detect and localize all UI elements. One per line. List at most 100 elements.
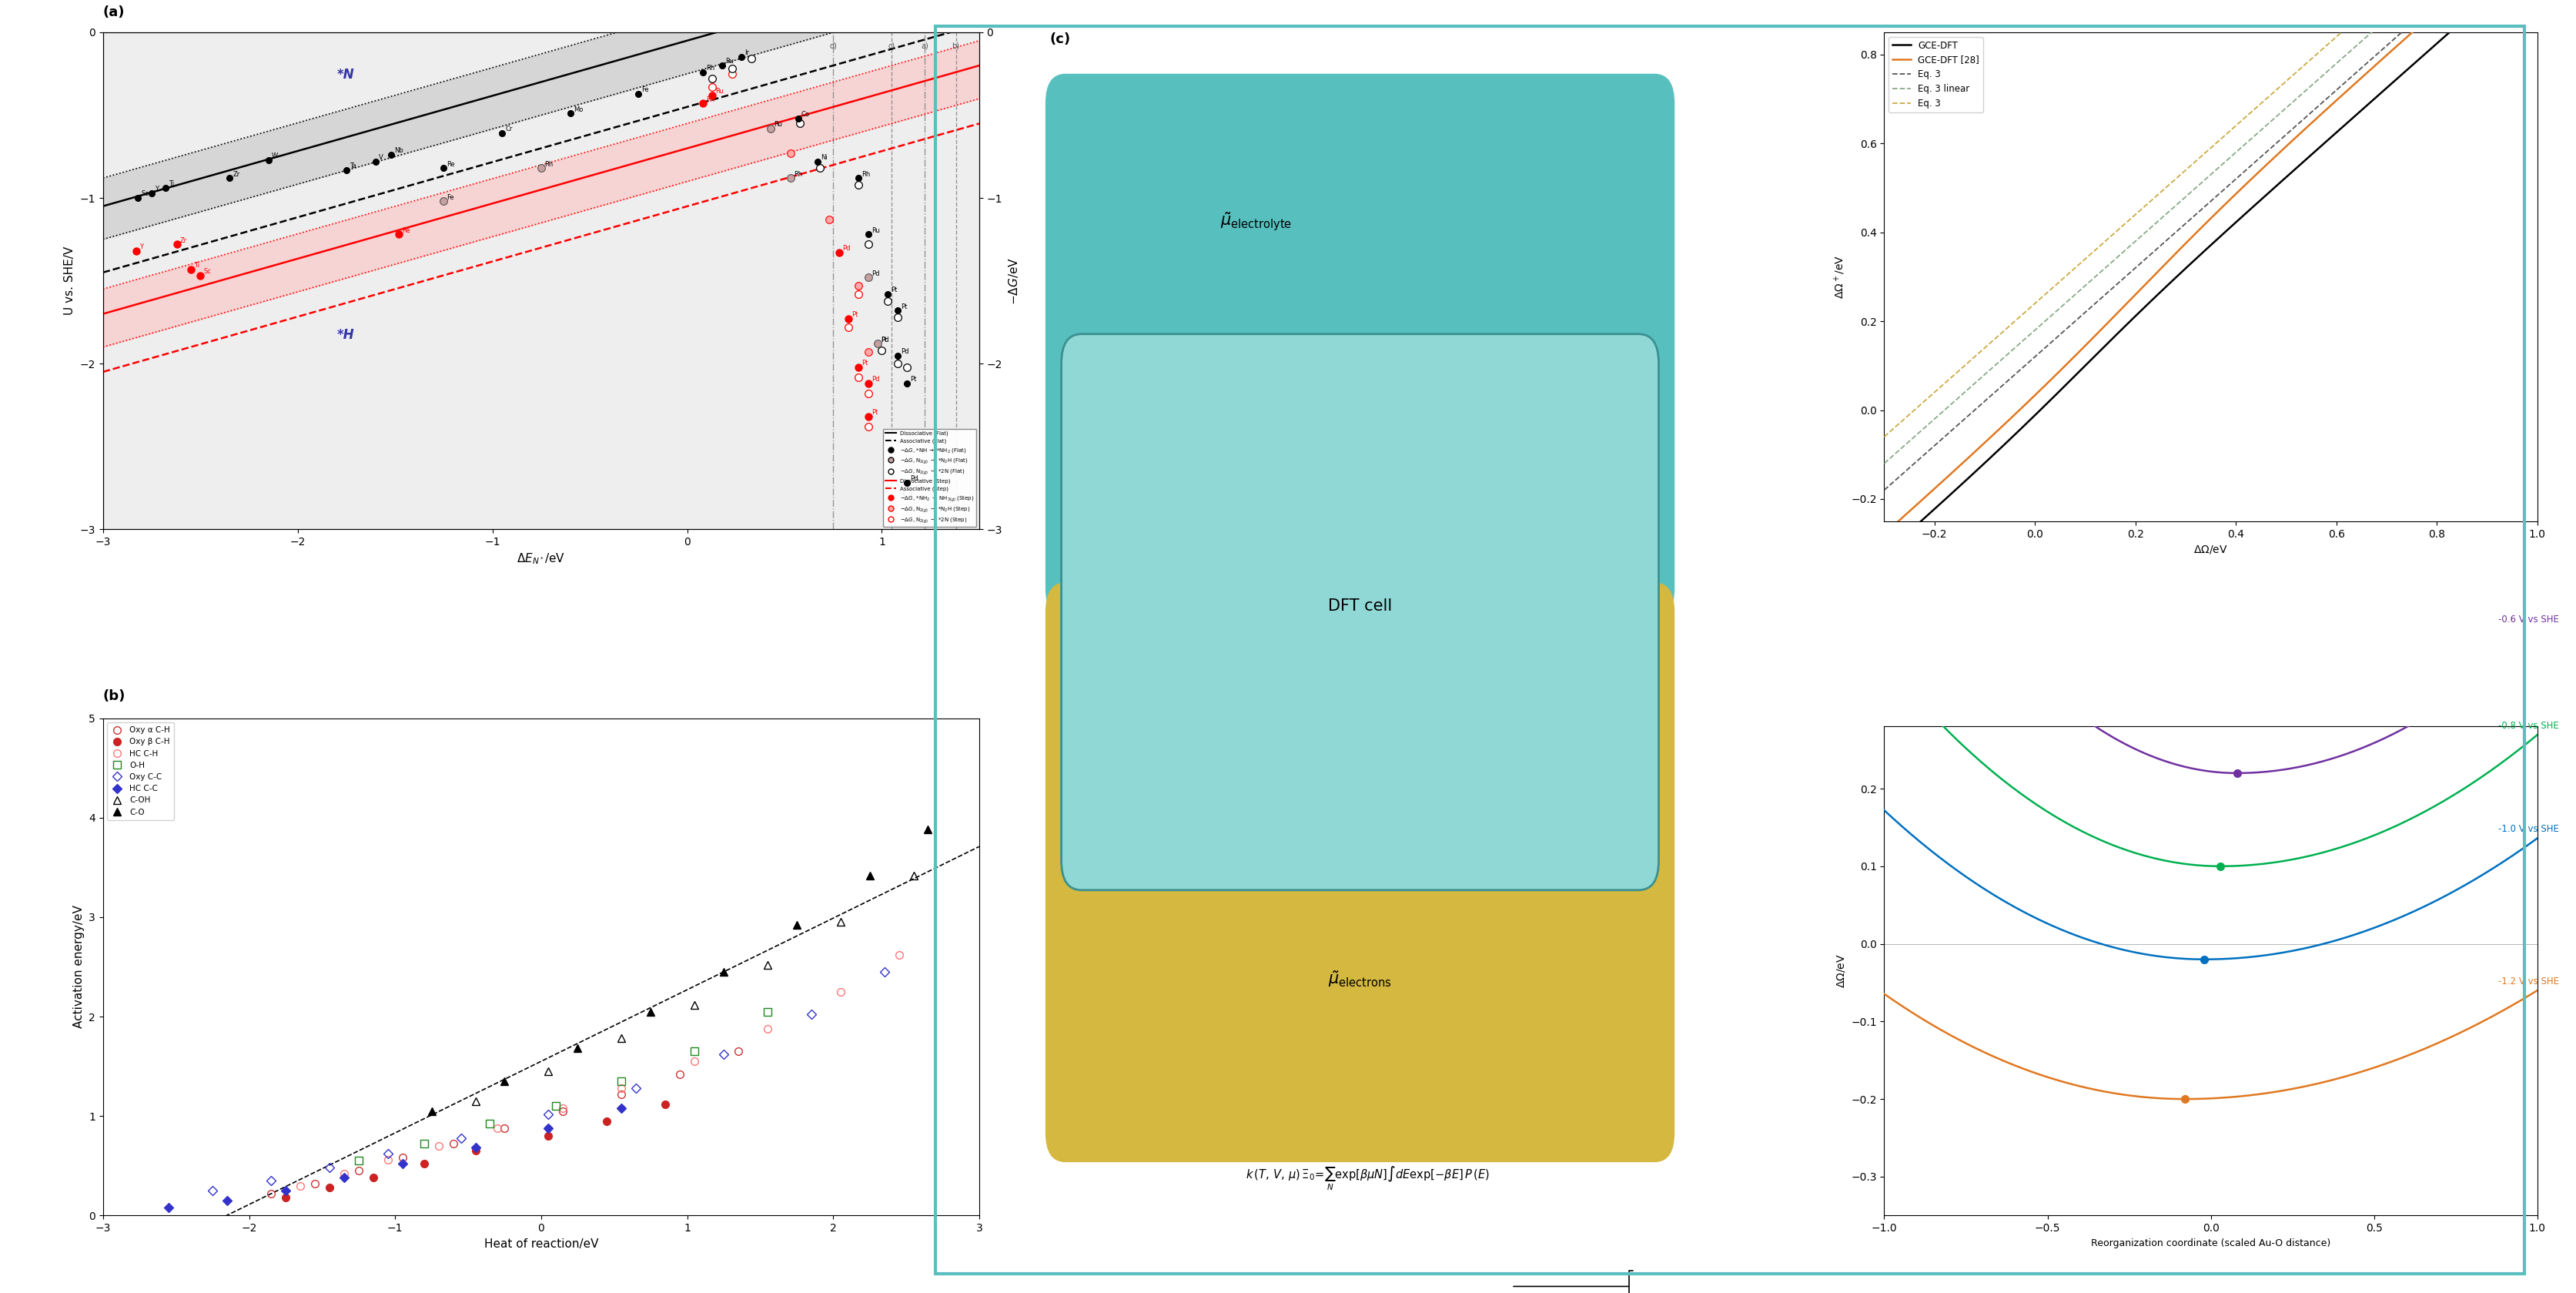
Eq. 3	[2179, 155, 2210, 171]
Text: Fe: Fe	[448, 194, 453, 200]
Oxy β C-H	[358, 1170, 389, 1186]
Text: Pt: Pt	[909, 376, 917, 383]
Oxy C-C	[374, 1146, 404, 1161]
Oxy α C-H	[549, 1103, 580, 1118]
Eq. 3	[2182, 151, 2213, 167]
Text: *N: *N	[337, 69, 353, 81]
Text: Zr: Zr	[232, 171, 240, 177]
Text: Pt: Pt	[881, 336, 889, 343]
Y-axis label: U vs. SHE/V: U vs. SHE/V	[64, 247, 75, 315]
Text: Cr: Cr	[505, 125, 513, 133]
GCE-DFT	[2257, 181, 2287, 197]
Oxy C-C	[621, 1081, 652, 1096]
O-H	[343, 1153, 374, 1169]
HC C-C	[461, 1140, 492, 1156]
GCE-DFT	[2182, 248, 2213, 264]
Oxy α C-H	[724, 1043, 755, 1059]
HC C-C	[386, 1156, 417, 1171]
HC C-H	[752, 1020, 783, 1036]
Oxy C-C	[255, 1173, 286, 1188]
Oxy β C-H	[461, 1143, 492, 1159]
FancyBboxPatch shape	[1061, 334, 1659, 890]
Text: Ru: Ru	[871, 228, 881, 234]
Eq. 3	[2182, 204, 2213, 220]
Text: Mo: Mo	[574, 106, 582, 112]
Text: a): a)	[922, 43, 927, 50]
Line: GCE-DFT: GCE-DFT	[1883, 0, 2537, 555]
Legend: Dissociative (Flat), Associative (Flat), $-\Delta G$, *NH $\to$ *NH$_2$ (Flat), : Dissociative (Flat), Associative (Flat),…	[884, 429, 976, 526]
Text: Sc: Sc	[204, 269, 211, 275]
Line: Eq. 3: Eq. 3	[1883, 0, 2537, 490]
HC C-H	[549, 1100, 580, 1116]
Oxy α C-H	[489, 1120, 520, 1135]
Text: DFT cell: DFT cell	[1329, 599, 1391, 614]
HC C-H	[605, 1081, 636, 1096]
HC C-C	[605, 1100, 636, 1116]
Eq. 3	[2403, 9, 2434, 25]
Text: Rh: Rh	[706, 96, 714, 103]
Eq. 3 linear	[2179, 181, 2210, 197]
Text: Rh: Rh	[706, 65, 714, 71]
Line: Oxy β C-H: Oxy β C-H	[281, 1100, 670, 1201]
Line: Eq. 3 linear: Eq. 3 linear	[1883, 0, 2537, 463]
Text: Pt: Pt	[902, 303, 907, 310]
Text: Pd: Pd	[909, 476, 920, 482]
Oxy α C-H	[255, 1186, 286, 1201]
Line: HC C-C: HC C-C	[165, 1104, 623, 1210]
Oxy C-C	[868, 965, 899, 980]
X-axis label: Reorganization coordinate (scaled Au-O distance): Reorganization coordinate (scaled Au-O d…	[2092, 1237, 2331, 1248]
Line: GCE-DFT [28]: GCE-DFT [28]	[1883, 0, 2537, 534]
Eq. 3 linear	[2257, 111, 2287, 127]
Text: Ti: Ti	[167, 181, 175, 187]
C-O	[912, 822, 943, 838]
Text: Re: Re	[402, 228, 410, 234]
Text: Pt: Pt	[853, 312, 858, 318]
Oxy β C-H	[592, 1113, 623, 1129]
Text: Pd: Pd	[871, 270, 878, 277]
C-OH	[461, 1094, 492, 1109]
Y-axis label: $\Delta\Omega^+$/eV: $\Delta\Omega^+$/eV	[1832, 255, 1847, 299]
C-OH	[533, 1064, 564, 1080]
O-H	[605, 1073, 636, 1089]
Text: c): c)	[889, 43, 894, 50]
Text: -1.0 V vs SHE: -1.0 V vs SHE	[2499, 825, 2558, 834]
Oxy α C-H	[665, 1067, 696, 1082]
Text: Rh: Rh	[793, 171, 801, 177]
FancyBboxPatch shape	[1046, 582, 1674, 1162]
Text: Y: Y	[155, 185, 160, 193]
X-axis label: Heat of reaction/eV: Heat of reaction/eV	[484, 1237, 598, 1249]
Eq. 3	[1868, 429, 1899, 445]
Oxy β C-H	[410, 1156, 440, 1171]
Line: Oxy α C-H: Oxy α C-H	[268, 1047, 742, 1197]
Text: (c): (c)	[1048, 32, 1069, 47]
Text: V: V	[379, 154, 384, 160]
Text: Pd: Pd	[902, 348, 909, 354]
GCE-DFT [28]	[2403, 18, 2434, 34]
HC C-C	[330, 1170, 361, 1186]
GCE-DFT [28]	[1868, 526, 1899, 542]
Text: -0.8 V vs SHE: -0.8 V vs SHE	[2499, 721, 2558, 731]
Text: W: W	[270, 153, 278, 159]
Text: Pd: Pd	[871, 376, 878, 383]
Text: $k\,(T,\,V,\,\mu)\,\Xi_0\!=\!\sum_N \exp[\beta\mu N]\int dE\exp[-\beta E]\,P\,(E: $k\,(T,\,V,\,\mu)\,\Xi_0\!=\!\sum_N \exp…	[1247, 1165, 1489, 1192]
Text: Pd: Pd	[842, 246, 850, 252]
GCE-DFT [28]	[2223, 185, 2254, 200]
X-axis label: $\Delta\Omega$/eV: $\Delta\Omega$/eV	[2195, 544, 2228, 555]
HC C-H	[824, 984, 855, 999]
O-H	[541, 1098, 572, 1113]
C-OH	[824, 914, 855, 930]
Y-axis label: $\Delta\Omega$/eV: $\Delta\Omega$/eV	[1834, 954, 1847, 988]
Text: Ir: Ir	[744, 49, 750, 57]
HC C-C	[533, 1120, 564, 1135]
Y-axis label: Activation energy/eV: Activation energy/eV	[72, 905, 85, 1028]
C-OH	[899, 868, 930, 883]
Text: d): d)	[829, 43, 837, 50]
Oxy C-C	[314, 1160, 345, 1175]
Legend: Oxy α C-H, Oxy β C-H, HC C-H, O-H, Oxy C-C, HC C-C, C-OH, C-O: Oxy α C-H, Oxy β C-H, HC C-H, O-H, Oxy C…	[108, 723, 175, 820]
HC C-C	[155, 1200, 185, 1215]
Legend: GCE-DFT, GCE-DFT [28], Eq. 3, Eq. 3 linear, Eq. 3: GCE-DFT, GCE-DFT [28], Eq. 3, Eq. 3 line…	[1888, 37, 1984, 112]
GCE-DFT [28]	[2182, 222, 2213, 238]
Text: Co: Co	[801, 111, 809, 118]
Text: Rh: Rh	[863, 171, 871, 177]
C-OH	[605, 1031, 636, 1046]
